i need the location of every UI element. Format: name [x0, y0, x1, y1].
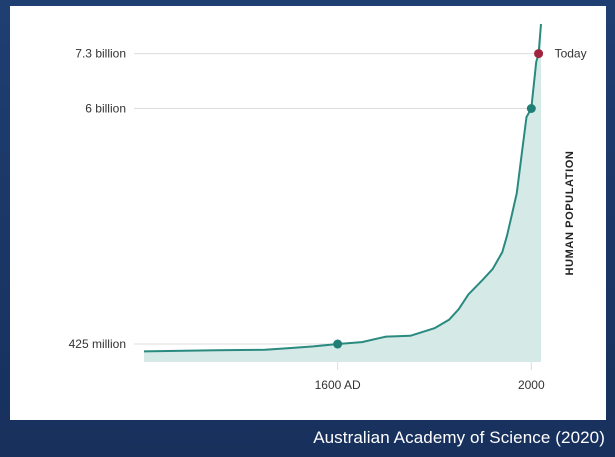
source-credit: Australian Academy of Science (2020): [313, 428, 605, 447]
data-point: [526, 104, 536, 113]
population-chart: 425 million 6 billion 7.3 billion 1600 AD 20…: [69, 23, 587, 392]
population-area: [144, 24, 541, 362]
x-tick-label: 2000: [518, 378, 545, 392]
today-annotation: Today: [555, 47, 587, 61]
data-point: [333, 339, 343, 349]
y-tick-label: 425 million: [69, 337, 126, 351]
y-tick-label: 7.3 billion: [75, 47, 126, 61]
chart-panel: 425 million 6 billion 7.3 billion 1600 AD 20…: [10, 6, 606, 420]
y-tick-label: 6 billion: [85, 102, 126, 116]
y-axis-label: HUMAN POPULATION: [564, 151, 576, 276]
population-line: [143, 23, 542, 353]
x-tick-label: 1600 AD: [315, 378, 361, 392]
today-point: [534, 49, 544, 59]
